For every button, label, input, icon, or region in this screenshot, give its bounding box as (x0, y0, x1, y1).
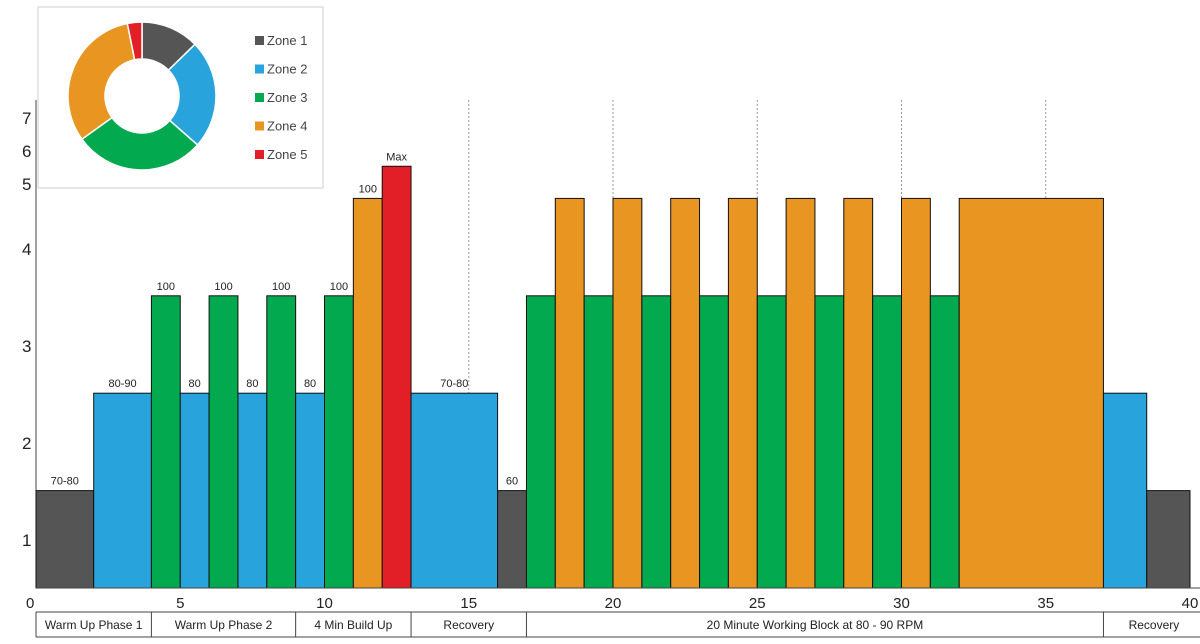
x-tick-0: 0 (26, 595, 34, 612)
y-tick-2: 2 (22, 434, 31, 453)
bar-19 (699, 295, 729, 589)
bar-3 (179, 392, 210, 589)
legend-swatch-3 (255, 93, 264, 102)
bar-label-1: 80-90 (108, 378, 136, 390)
bar-17 (641, 295, 672, 589)
bar-9 (352, 197, 383, 589)
bar-6 (266, 295, 297, 589)
phase-label-2: 4 Min Build Up (314, 618, 392, 632)
legend-label-4: Zone 4 (267, 119, 307, 134)
y-tick-6: 6 (22, 142, 31, 161)
bar-label-10: Max (386, 151, 407, 163)
x-tick-30: 30 (893, 595, 910, 612)
bar-25 (872, 295, 903, 589)
bar-22 (785, 197, 816, 589)
legend-swatch-5 (255, 150, 264, 159)
y-tick-7: 7 (22, 109, 31, 128)
bar-13 (525, 295, 556, 589)
phase-label-3: Recovery (443, 618, 494, 632)
donut-slice-2 (167, 43, 217, 147)
phase-label-0: Warm Up Phase 1 (45, 618, 143, 632)
phase-label-4: 20 Minute Working Block at 80 - 90 RPM (707, 618, 924, 632)
x-tick-40: 40 (1182, 595, 1199, 612)
y-tick-1: 1 (22, 531, 31, 550)
bar-27 (929, 295, 960, 589)
bar-26 (901, 197, 931, 589)
bar-29 (1102, 392, 1148, 589)
bar-label-7: 80 (304, 378, 316, 390)
donut-slice-3 (80, 116, 199, 171)
y-tick-3: 3 (22, 337, 31, 356)
legend-swatch-1 (255, 36, 264, 45)
bar-label-4: 100 (214, 281, 232, 293)
bar-20 (727, 197, 758, 589)
phase-label-5: Recovery (1129, 618, 1180, 632)
bar-label-0: 70-80 (51, 476, 79, 488)
legend-label-5: Zone 5 (267, 147, 307, 162)
bar-label-9: 100 (359, 183, 377, 195)
bar-11 (410, 392, 499, 589)
y-tick-5: 5 (22, 175, 31, 194)
bar-24 (843, 197, 874, 589)
bar-18 (670, 197, 701, 589)
legend-label-1: Zone 1 (267, 33, 307, 48)
bar-28 (958, 197, 1104, 589)
bar-30 (1146, 490, 1191, 589)
bar-label-8: 100 (330, 281, 348, 293)
bar-21 (756, 295, 787, 589)
bar-10 (381, 165, 412, 589)
bar-label-3: 80 (189, 378, 201, 390)
bar-23 (814, 295, 845, 589)
x-tick-20: 20 (605, 595, 622, 612)
donut-slice-5 (126, 21, 143, 61)
bar-16 (612, 197, 643, 589)
bar-7 (295, 392, 325, 589)
bar-15 (583, 295, 614, 589)
x-tick-5: 5 (176, 595, 184, 612)
x-tick-15: 15 (460, 595, 477, 612)
phase-label-1: Warm Up Phase 2 (175, 618, 273, 632)
bar-5 (237, 392, 268, 589)
x-tick-25: 25 (749, 595, 766, 612)
bar-4 (208, 295, 239, 589)
legend-label-3: Zone 3 (267, 90, 307, 105)
legend-swatch-4 (255, 121, 264, 131)
bar-1 (93, 392, 152, 589)
bar-8 (324, 295, 354, 589)
bar-12 (497, 490, 527, 589)
legend-swatch-2 (255, 64, 264, 74)
bar-0 (35, 490, 95, 589)
bar-label-6: 100 (272, 281, 290, 293)
bar-label-5: 80 (246, 378, 258, 390)
x-tick-10: 10 (316, 595, 333, 612)
bar-2 (150, 295, 181, 589)
x-tick-35: 35 (1037, 595, 1054, 612)
legend-label-2: Zone 2 (267, 62, 307, 77)
bar-label-12: 60 (506, 476, 518, 488)
donut-slice-4 (67, 22, 136, 141)
bar-label-2: 100 (157, 281, 175, 293)
y-tick-4: 4 (22, 240, 31, 259)
bar-label-11: 70-80 (440, 378, 468, 390)
bar-14 (554, 197, 585, 589)
